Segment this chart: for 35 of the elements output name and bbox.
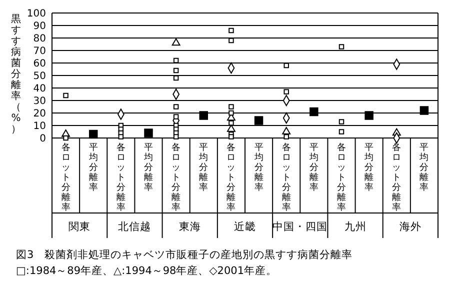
x-tick-label: 平均分離率 [198,143,208,193]
x-tick-label: 各ロット分離率 [116,142,126,213]
x-tick-label: 平均分離率 [418,143,429,193]
y-tick-label: 10 [33,121,46,132]
x-tick-label: 平均分離率 [253,143,264,193]
text: 関東 [68,220,91,233]
y-tick-label: 0 [40,134,46,144]
x-tick-label: 各ロット分離率 [282,142,291,213]
x-tick-label: 平均分離率 [364,143,374,193]
text: 九州 [344,220,366,233]
text: 中国・四国 [272,220,328,233]
x-tick-label: 各ロット分離率 [61,142,70,213]
x-tick-label: 平均分離率 [143,143,153,193]
x-tick-label: 平均分離率 [308,143,318,193]
y-tick-label: 70 [33,46,46,57]
text: □:1984～89年産、△:1994～98年産、◇2001年産。 [16,264,278,277]
text: 近畿 [234,220,256,233]
y-tick-label: 60 [33,58,46,70]
x-tick-label: 各ロット分離率 [392,142,402,213]
y-tick-label: 80 [33,34,46,44]
text: 海外 [399,221,422,233]
x-tick-label: 各ロット分離率 [337,142,346,213]
x-tick-label: 平均分離率 [88,143,98,193]
y-tick-label: 40 [33,84,46,94]
text: 東海 [178,220,201,233]
text: 黒すす病菌分離率（%） [11,14,21,135]
x-tick-label: 各ロット分離率 [172,142,181,213]
text: 北信越 [118,220,152,233]
y-tick-label: 30 [33,96,46,107]
x-tick-label: 各ロット分離率 [226,142,236,213]
y-tick-label: 50 [33,71,46,82]
y-tick-label: 20 [33,108,46,120]
y-tick-label: 90 [33,21,46,32]
text: 図3 殺菌剤非処理のキャベツ市販種子の産地別の黒すす病菌分離率 [16,248,353,261]
y-tick-label: 100 [26,8,46,20]
